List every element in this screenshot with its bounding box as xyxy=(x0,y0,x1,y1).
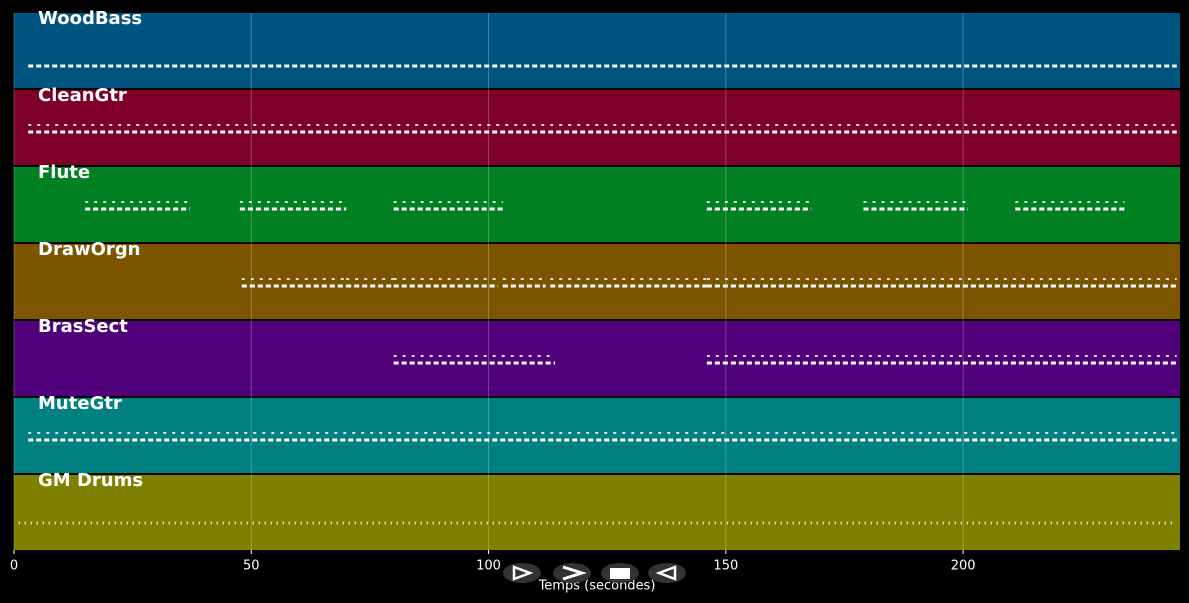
x-tick-label: 150 xyxy=(713,559,738,574)
track-lane xyxy=(14,475,1180,550)
track-lane xyxy=(14,167,1180,242)
x-tick-label: 50 xyxy=(243,559,260,574)
track-lane xyxy=(14,90,1180,165)
x-tick-label: 0 xyxy=(10,559,18,574)
play-button[interactable] xyxy=(503,563,541,583)
track-lane xyxy=(14,13,1180,88)
track-name: MuteGtr xyxy=(38,393,122,414)
track-name: BrasSect xyxy=(38,316,128,337)
track-lane xyxy=(14,244,1180,319)
x-tick-label: 100 xyxy=(476,559,501,574)
track-lane xyxy=(14,321,1180,396)
x-tick-label: 200 xyxy=(951,559,976,574)
rewind-button[interactable] xyxy=(648,563,686,583)
stop-button[interactable] xyxy=(601,563,639,583)
playback-controls xyxy=(503,563,686,583)
x-axis-label: Temps (secondes) xyxy=(538,579,656,594)
track-name: CleanGtr xyxy=(38,85,127,106)
track-name: DrawOrgn xyxy=(38,239,140,260)
track-name: GM Drums xyxy=(38,470,143,491)
track-lane xyxy=(14,398,1180,473)
plot: WoodBass CleanGtr Flute DrawOrgn BrasSect Mut… xyxy=(10,8,1180,574)
track-name: WoodBass xyxy=(38,8,142,29)
track-name: Flute xyxy=(38,162,90,183)
forward-button[interactable] xyxy=(553,563,591,583)
